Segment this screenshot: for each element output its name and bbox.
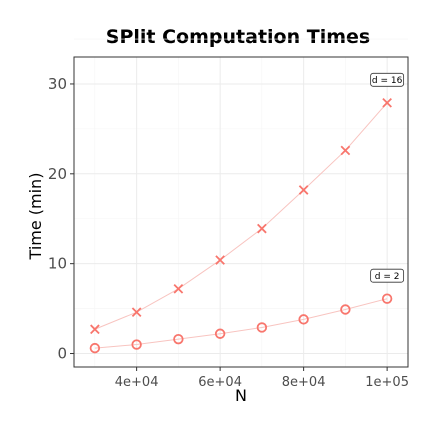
x-tick-label: 6e+04 — [198, 375, 242, 390]
y-axis: 0 10 20 30 — [48, 75, 74, 363]
data-point-x — [90, 324, 100, 335]
y-tick-label: 10 — [48, 255, 67, 273]
x-tick-label: 4e+04 — [115, 375, 159, 390]
series-label: d = 2 — [375, 272, 400, 282]
data-point-circle — [340, 304, 351, 315]
data-point-x — [340, 145, 351, 156]
data-point-circle — [214, 328, 226, 339]
plot-panel — [73, 56, 409, 368]
data-point-x — [173, 283, 184, 294]
data-point-circle — [256, 322, 268, 333]
data-point-circle — [89, 342, 101, 354]
series-labels: d = 16 d = 2 — [370, 72, 405, 283]
series-line — [94, 298, 388, 349]
y-tick-label: 30 — [48, 75, 67, 93]
series-lines — [94, 102, 388, 349]
series-label-box — [370, 268, 405, 283]
chart-title: SPlit Computation Times — [106, 26, 370, 48]
y-axis-title: Time (min) — [26, 173, 45, 261]
data-point-x — [257, 223, 267, 234]
x-axis-title: N — [235, 386, 247, 405]
data-point-x — [131, 307, 142, 318]
data-point-circle — [173, 333, 184, 345]
data-point-circle — [131, 339, 142, 350]
y-tick-label: 20 — [48, 165, 67, 183]
x-axis: 4e+04 6e+04 8e+04 1e+05 — [115, 367, 409, 390]
grid — [74, 38, 408, 367]
x-tick-label: 8e+04 — [282, 375, 326, 390]
y-tick-label: 0 — [57, 345, 67, 363]
data-point-x — [215, 255, 225, 265]
series-label: d = 16 — [372, 76, 403, 86]
data-point-x — [382, 97, 392, 108]
series-label-box — [370, 72, 405, 87]
x-tick-label: 1e+05 — [365, 375, 409, 390]
plot-area: d = 16 d = 2 — [73, 38, 409, 368]
series-line — [94, 102, 388, 330]
data-points — [89, 97, 393, 354]
data-point-x — [298, 185, 309, 195]
data-point-circle — [298, 314, 309, 325]
data-point-circle — [381, 293, 393, 304]
